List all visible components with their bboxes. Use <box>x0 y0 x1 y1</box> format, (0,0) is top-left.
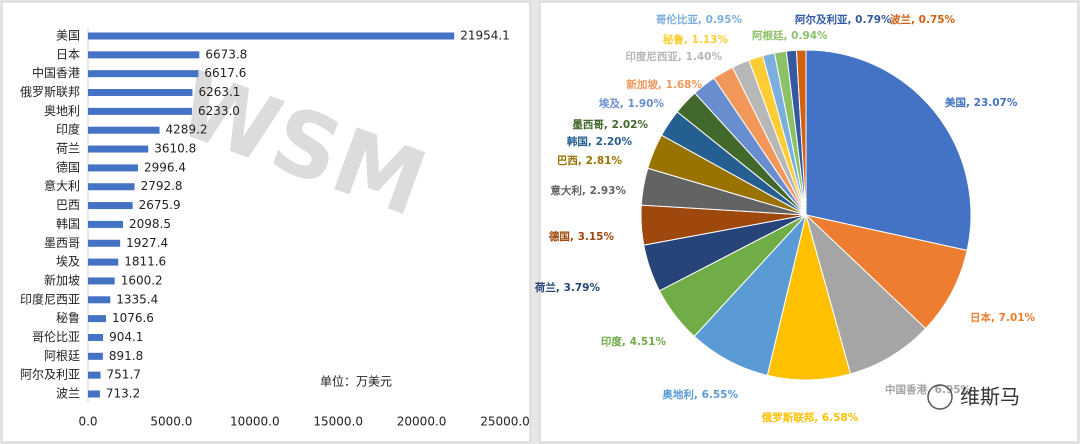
bar <box>88 277 115 285</box>
y-tick-label: 意大利 <box>44 178 80 193</box>
y-tick-label: 奥地利 <box>44 104 80 118</box>
bar <box>88 371 101 379</box>
y-tick-label: 俄罗斯联邦 <box>20 85 80 99</box>
value-label: 713.2 <box>106 387 140 401</box>
value-label: 6617.6 <box>204 66 246 80</box>
bar <box>88 390 100 398</box>
slice-label: 哥伦比亚, 0.95% <box>656 13 743 26</box>
bar <box>88 296 111 304</box>
value-label: 2792.8 <box>141 179 183 193</box>
pie-slice <box>795 49 807 216</box>
value-label: 21954.1 <box>460 29 510 43</box>
y-tick-label: 阿根廷 <box>44 349 80 363</box>
bar <box>88 202 133 210</box>
value-label: 1076.6 <box>112 311 154 325</box>
bar <box>88 333 104 341</box>
slice-label: 埃及, 1.90% <box>599 97 665 110</box>
value-label: 1600.2 <box>121 273 163 287</box>
slice-label: 新加坡, 1.68% <box>626 78 702 91</box>
bar <box>88 107 192 115</box>
y-tick-label: 日本 <box>56 47 80 61</box>
value-label: 3610.8 <box>154 142 196 156</box>
value-label: 4289.2 <box>166 123 208 137</box>
bar <box>88 239 121 247</box>
value-label: 1927.4 <box>126 236 168 250</box>
y-tick-label: 阿尔及利亚 <box>20 367 80 382</box>
value-label: 1811.6 <box>124 255 166 269</box>
bar <box>88 183 135 191</box>
slice-label: 荷兰, 3.79% <box>534 281 601 294</box>
value-label: 1335.4 <box>116 292 158 306</box>
y-tick-label: 秘鲁 <box>56 311 80 325</box>
slice-label: 意大利, 2.93% <box>550 184 626 197</box>
x-tick-label: 15000.0 <box>313 415 363 429</box>
value-label: 6673.8 <box>205 47 247 61</box>
value-label: 6233.0 <box>198 104 240 118</box>
slice-label: 阿尔及利亚, 0.79% <box>795 13 892 26</box>
x-tick-label: 20000.0 <box>397 415 447 429</box>
bar <box>88 352 103 360</box>
y-tick-label: 巴西 <box>56 198 80 212</box>
slice-label: 阿根廷, 0.94% <box>752 29 828 42</box>
logo-text: 维斯马 <box>960 385 1020 409</box>
slice-label: 中国香港, 6.95% <box>885 383 972 396</box>
bar <box>88 258 119 266</box>
y-tick-label: 美国 <box>56 29 80 43</box>
value-label: 6263.1 <box>198 85 240 99</box>
y-tick-label: 荷兰 <box>56 142 80 156</box>
y-tick-label: 新加坡 <box>44 272 80 287</box>
y-tick-label: 德国 <box>56 159 80 174</box>
slice-label: 韩国, 2.20% <box>567 135 633 148</box>
slice-label: 巴西, 2.81% <box>557 155 623 167</box>
pie-slice <box>805 49 972 252</box>
pie-slice <box>805 213 927 375</box>
value-label: 2098.5 <box>129 217 171 231</box>
slice-label: 秘鲁, 1.13% <box>663 33 729 46</box>
bar <box>88 51 200 59</box>
bar <box>88 220 124 228</box>
bar <box>88 70 199 78</box>
x-tick-label: 5000.0 <box>150 415 192 429</box>
slice-label: 美国, 23.07% <box>945 96 1018 109</box>
slice-label: 印度, 4.51% <box>601 335 667 348</box>
slice-label: 奥地利, 6.55% <box>662 388 738 401</box>
slice-label: 日本, 7.01% <box>970 311 1036 324</box>
value-label: 2675.9 <box>139 198 181 212</box>
slice-label: 德国, 3.15% <box>548 230 615 243</box>
y-tick-label: 埃及 <box>56 255 80 269</box>
bar <box>88 126 160 134</box>
y-tick-label: 印度 <box>56 122 80 137</box>
slice-label: 俄罗斯联邦, 6.58% <box>761 411 859 424</box>
value-label: 904.1 <box>109 330 143 344</box>
bar <box>88 164 138 172</box>
value-label: 2996.4 <box>144 160 186 174</box>
bar <box>88 32 455 40</box>
left-panel <box>1 1 531 443</box>
x-tick-label: 10000.0 <box>230 415 280 429</box>
slice-label: 印度尼西亚, 1.40% <box>625 50 722 63</box>
y-tick-label: 韩国 <box>56 216 80 231</box>
value-label: 891.8 <box>109 349 143 363</box>
x-tick-label: 0.0 <box>78 415 97 429</box>
value-label: 751.7 <box>107 368 141 382</box>
x-tick-label: 25000.0 <box>480 415 530 429</box>
annotation: 单位：万美元 <box>320 374 392 389</box>
bar <box>88 89 193 97</box>
y-tick-label: 印度尼西亚 <box>20 291 80 306</box>
pie-slice <box>804 214 968 330</box>
logo-icon <box>927 384 953 410</box>
y-tick-label: 墨西哥 <box>44 236 80 250</box>
logo: 维斯马 <box>927 384 1020 410</box>
y-tick-label: 中国香港 <box>32 65 80 80</box>
y-tick-label: 哥伦比亚 <box>32 329 80 344</box>
slice-label: 墨西哥, 2.02% <box>572 119 648 131</box>
slice-label: 波兰, 0.75% <box>890 13 956 26</box>
y-tick-label: 波兰 <box>56 387 80 401</box>
bar <box>88 315 106 323</box>
bar <box>88 145 149 153</box>
